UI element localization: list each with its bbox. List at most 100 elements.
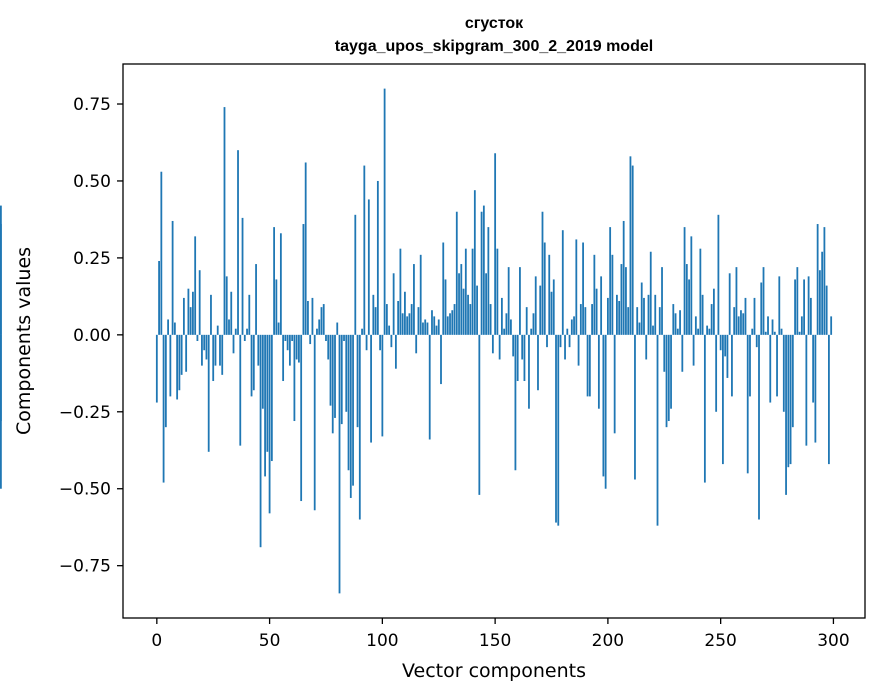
bar-66 bbox=[304, 162, 307, 335]
x-tick-label: 50 bbox=[259, 631, 281, 651]
bar-240 bbox=[697, 328, 699, 335]
bar-277 bbox=[780, 328, 783, 335]
bar-88 bbox=[354, 214, 357, 335]
bar-36 bbox=[237, 150, 239, 335]
bar-262 bbox=[746, 334, 749, 474]
bar-222 bbox=[656, 334, 659, 526]
bar-167 bbox=[532, 313, 535, 335]
bar-287 bbox=[803, 279, 805, 335]
bar-215 bbox=[640, 282, 643, 335]
bar-104 bbox=[390, 334, 393, 348]
bar-57 bbox=[284, 334, 287, 341]
y-tick-label: −0.25 bbox=[59, 403, 111, 423]
bar-208 bbox=[625, 267, 627, 335]
bar-176 bbox=[552, 279, 555, 335]
bar-41 bbox=[248, 294, 251, 335]
bar-194 bbox=[593, 254, 596, 335]
bar-230 bbox=[674, 313, 677, 335]
bar-214 bbox=[638, 322, 641, 335]
bar-226 bbox=[665, 334, 668, 428]
bar-53 bbox=[275, 279, 278, 335]
bar-82 bbox=[340, 334, 343, 425]
bar-145 bbox=[482, 205, 485, 335]
bar-288 bbox=[805, 334, 808, 446]
bar-250 bbox=[719, 334, 722, 351]
bar-87 bbox=[352, 334, 354, 486]
bar-224 bbox=[661, 267, 663, 335]
bar-175 bbox=[550, 291, 553, 335]
bar-291 bbox=[812, 334, 815, 403]
bar-2 bbox=[160, 171, 163, 335]
x-tick-label: 200 bbox=[592, 631, 624, 651]
bar-117 bbox=[419, 254, 422, 335]
bar-30 bbox=[223, 107, 226, 335]
bar-267 bbox=[758, 334, 760, 520]
bar-210 bbox=[629, 156, 632, 335]
bar-236 bbox=[688, 279, 690, 335]
bar-283 bbox=[794, 279, 796, 335]
bar-229 bbox=[672, 304, 675, 335]
bar-254 bbox=[728, 273, 731, 335]
y-tick-label: 0.25 bbox=[73, 249, 111, 269]
bar-190 bbox=[584, 307, 587, 335]
bar-181 bbox=[564, 334, 566, 360]
chart-subtitle: tayga_upos_skipgram_300_2_2019 model bbox=[335, 38, 653, 55]
y-axis-label: Components values bbox=[13, 247, 35, 435]
bar-187 bbox=[577, 334, 580, 366]
bar-242 bbox=[701, 294, 704, 335]
bar-223 bbox=[658, 307, 661, 335]
y-tick-label: −0.50 bbox=[59, 480, 111, 500]
bar-130 bbox=[449, 313, 451, 335]
bar-73 bbox=[320, 307, 323, 335]
bar-282 bbox=[791, 334, 794, 428]
bar-21 bbox=[203, 334, 206, 351]
bar-19 bbox=[198, 270, 201, 335]
bar-205 bbox=[618, 300, 621, 335]
bar-234 bbox=[683, 227, 686, 335]
bar-54 bbox=[277, 322, 280, 335]
bar-69 bbox=[311, 297, 314, 335]
bar-202 bbox=[611, 254, 614, 335]
bar-44 bbox=[255, 264, 257, 335]
bar-162 bbox=[521, 334, 524, 360]
bar-191 bbox=[586, 334, 589, 397]
bar-289 bbox=[807, 276, 810, 335]
bar-251 bbox=[722, 334, 724, 465]
bar-105 bbox=[392, 273, 395, 335]
bar-64 bbox=[300, 334, 303, 502]
bar-65 bbox=[302, 224, 305, 335]
bar-201 bbox=[609, 227, 612, 335]
bar-132 bbox=[453, 304, 456, 335]
bar-16 bbox=[192, 291, 194, 335]
bar-76 bbox=[327, 334, 330, 360]
bar-261 bbox=[744, 297, 747, 335]
bar-95 bbox=[370, 334, 372, 443]
y-tick-label: −0.75 bbox=[59, 557, 111, 577]
bar-179 bbox=[559, 334, 562, 348]
bar-218 bbox=[647, 294, 650, 335]
bar-235 bbox=[685, 264, 688, 335]
bar-216 bbox=[643, 297, 645, 335]
bar-150 bbox=[494, 153, 497, 335]
bar-197 bbox=[600, 276, 603, 335]
x-axis-label: Vector components bbox=[402, 660, 586, 682]
bar-1 bbox=[158, 260, 160, 335]
y-tick-label: 0.75 bbox=[73, 95, 111, 115]
bar-252 bbox=[724, 334, 727, 357]
bar-276 bbox=[778, 276, 781, 335]
bars-group bbox=[0, 88, 833, 594]
bar-80 bbox=[336, 322, 339, 335]
bar-244 bbox=[706, 325, 709, 335]
bar-284 bbox=[796, 267, 799, 335]
bar-164 bbox=[525, 307, 528, 335]
bar-292 bbox=[814, 334, 817, 443]
bar-217 bbox=[645, 334, 648, 360]
bar-241 bbox=[699, 248, 702, 335]
bar-27 bbox=[216, 325, 219, 335]
bar-70 bbox=[313, 334, 316, 511]
bar-151 bbox=[496, 248, 499, 335]
bar-31 bbox=[225, 276, 228, 335]
bar-25 bbox=[212, 334, 215, 382]
bar-232 bbox=[679, 310, 681, 335]
bar-163 bbox=[523, 334, 526, 382]
